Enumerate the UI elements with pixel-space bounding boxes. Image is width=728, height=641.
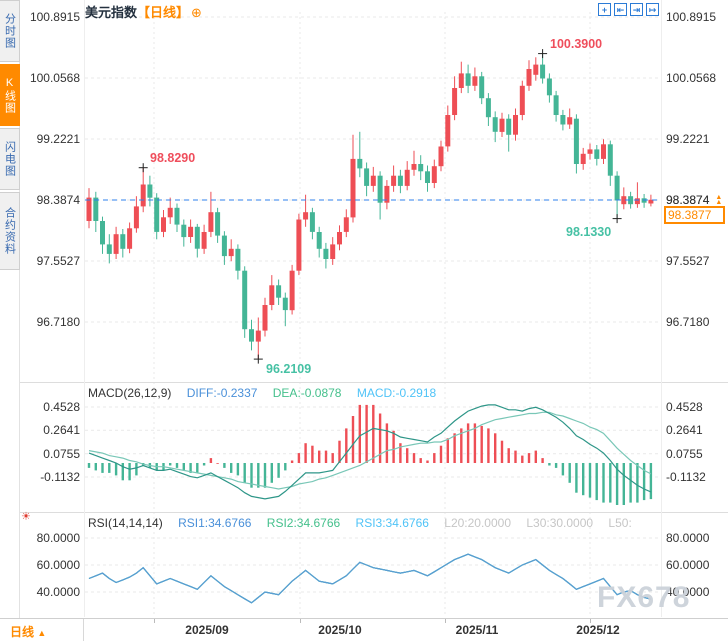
price-axis-label: 98.3874 <box>666 193 710 207</box>
y-axis-label: 98.3874 <box>36 193 80 207</box>
rsi-l30-value: L30:30.0000 <box>526 516 594 530</box>
bottom-bar: 日线 ▲ 2025/09 2025/10 2025/11 2025/12 <box>0 618 728 641</box>
rsi-settings-icon[interactable]: ☀ <box>21 511 31 523</box>
y-axis-label: 100.8915 <box>29 10 80 24</box>
zoom-range-left-icon[interactable]: ⇤ <box>614 3 627 16</box>
sidebar-tab-1[interactable]: 分时图 <box>0 0 20 62</box>
pan-latest-icon[interactable]: ↦ <box>646 3 659 16</box>
macd-axis-label: 0.4528 <box>43 400 80 414</box>
sidebar-tabs: 分时图 K线图 闪电图 合约资料 <box>0 0 20 618</box>
period-tag: 【日线】 <box>137 5 190 20</box>
x-axis-label: 2025/09 <box>185 623 229 637</box>
macd-axis-label: 0.0755 <box>43 447 80 461</box>
macd-axis-label: -0.1132 <box>40 470 80 484</box>
bottom-bar-divider <box>83 619 84 641</box>
x-axis-tick <box>154 619 155 623</box>
rsi-axis-label: 60.0000 <box>666 558 710 572</box>
rsi-axis-label: 80.0000 <box>666 531 710 545</box>
sidebar-tab-3[interactable]: 闪电图 <box>0 128 20 190</box>
y-axis-label: 100.8915 <box>666 10 717 24</box>
y-axis-label: 97.5527 <box>36 254 80 268</box>
rsi2-value: RSI2:34.6766 <box>266 516 341 530</box>
rsi-l20-value: L20:20.0000 <box>444 516 511 530</box>
macd-header: MACD(26,12,9) DIFF:-0.2337 DEA:-0.0878 M… <box>88 386 448 400</box>
macd-axis-label: -0.1132 <box>666 470 706 484</box>
price-axis-row: 98.3874 ▲ ▲ <box>666 193 722 207</box>
rsi-l50-value: L50: <box>608 516 632 530</box>
price-up-arrows-icon: ▲ ▲ <box>715 194 723 206</box>
x-axis-label: 2025/11 <box>455 623 499 637</box>
macd-axis-label: 0.4528 <box>666 400 703 414</box>
macd-macd-value: MACD:-0.2918 <box>356 386 437 400</box>
price-annotation: 98.1330 <box>566 225 612 239</box>
rsi-axis-label: 40.0000 <box>36 585 80 599</box>
rsi1-value: RSI1:34.6766 <box>178 516 252 530</box>
rsi-header: RSI(14,14,14) RSI1:34.6766 RSI2:34.6766 … <box>88 516 644 530</box>
rsi3-value: RSI3:34.6766 <box>355 516 429 530</box>
rsi-axis-label: 80.0000 <box>36 531 80 545</box>
zoom-range-right-icon[interactable]: ⇥ <box>630 3 643 16</box>
crosshair-icon[interactable]: + <box>598 3 611 16</box>
period-selector-label: 日线 <box>10 625 35 639</box>
y-axis-label: 96.7180 <box>36 315 80 329</box>
x-axis-label: 2025/12 <box>576 623 620 637</box>
price-annotation: 96.2109 <box>266 362 312 376</box>
y-axis-label: 99.2221 <box>36 132 80 146</box>
rsi-axis-label: 40.0000 <box>666 585 710 599</box>
macd-axis-label: 0.2641 <box>43 423 80 437</box>
macd-axis-label: 0.2641 <box>666 423 703 437</box>
macd-axis-label: 0.0755 <box>666 447 703 461</box>
instrument-title: 美元指数 <box>85 5 138 20</box>
y-axis-label: 96.7180 <box>666 315 710 329</box>
add-indicator-icon[interactable]: ⊕ <box>191 5 202 20</box>
period-selector[interactable]: 日线 ▲ <box>10 623 46 640</box>
y-axis-label: 98.3874 <box>666 193 710 207</box>
sidebar-tab-2[interactable]: K线图 <box>0 64 20 126</box>
x-axis-label: 2025/10 <box>318 623 362 637</box>
chart-title-row: 美元指数【日线】 ⊕ <box>85 2 202 21</box>
last-price-tag: 98.3877 <box>664 206 725 224</box>
y-axis-label: 100.0568 <box>29 71 80 85</box>
watermark: FX678 <box>597 581 691 614</box>
macd-diff-value: DIFF:-0.2337 <box>186 386 258 400</box>
y-axis-label: 100.0568 <box>666 71 717 85</box>
y-axis-label: 99.2221 <box>666 132 710 146</box>
macd-dea-value: DEA:-0.0878 <box>272 386 342 400</box>
chart-toolbar: + ⇤ ⇥ ↦ <box>598 3 659 16</box>
rsi-axis-label: 60.0000 <box>36 558 80 572</box>
sidebar-tab-4[interactable]: 合约资料 <box>0 192 20 270</box>
x-axis-tick <box>300 619 301 623</box>
price-annotation: 100.3900 <box>550 37 603 51</box>
y-axis-label: 97.5527 <box>666 254 710 268</box>
dropdown-arrow-icon: ▲ <box>37 628 47 638</box>
macd-title: MACD(26,12,9) <box>88 386 172 400</box>
x-axis-tick <box>590 619 591 623</box>
x-axis-tick <box>445 619 446 623</box>
rsi-title: RSI(14,14,14) <box>88 516 163 530</box>
price-annotation: 98.8290 <box>150 151 196 165</box>
